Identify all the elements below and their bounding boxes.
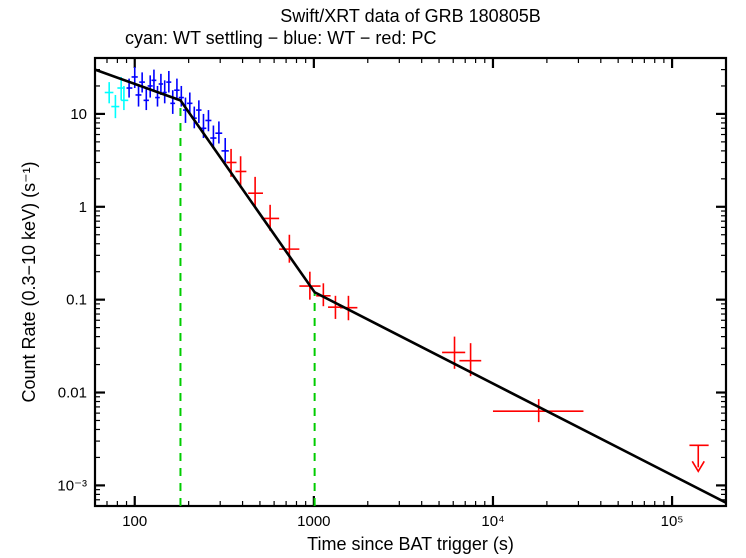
plot-frame: [95, 58, 726, 506]
x-axis-label: Time since BAT trigger (s): [307, 534, 514, 554]
x-tick-label: 100: [122, 513, 147, 530]
chart-subtitle: cyan: WT settling − blue: WT − red: PC: [125, 28, 436, 48]
x-tick-label: 1000: [297, 513, 330, 530]
x-tick-label: 10⁴: [481, 513, 504, 530]
y-tick-label: 0.01: [58, 385, 87, 402]
y-tick-label: 10: [70, 106, 87, 123]
y-axis-label: Count Rate (0.3−10 keV) (s⁻¹): [19, 161, 39, 402]
y-tick-label: 0.1: [66, 292, 87, 309]
xrt-lightcurve-chart: 100 1000 10⁴ 10⁵ 10⁻³ 0.01 0.1 1 10 Swift/XRT dat…: [0, 0, 746, 558]
y-tick-label: 10⁻³: [57, 477, 87, 494]
chart-title: Swift/XRT data of GRB 180805B: [280, 6, 540, 26]
y-tick-label: 1: [79, 199, 87, 216]
x-tick-label: 10⁵: [661, 513, 684, 530]
model-line: [95, 70, 726, 503]
